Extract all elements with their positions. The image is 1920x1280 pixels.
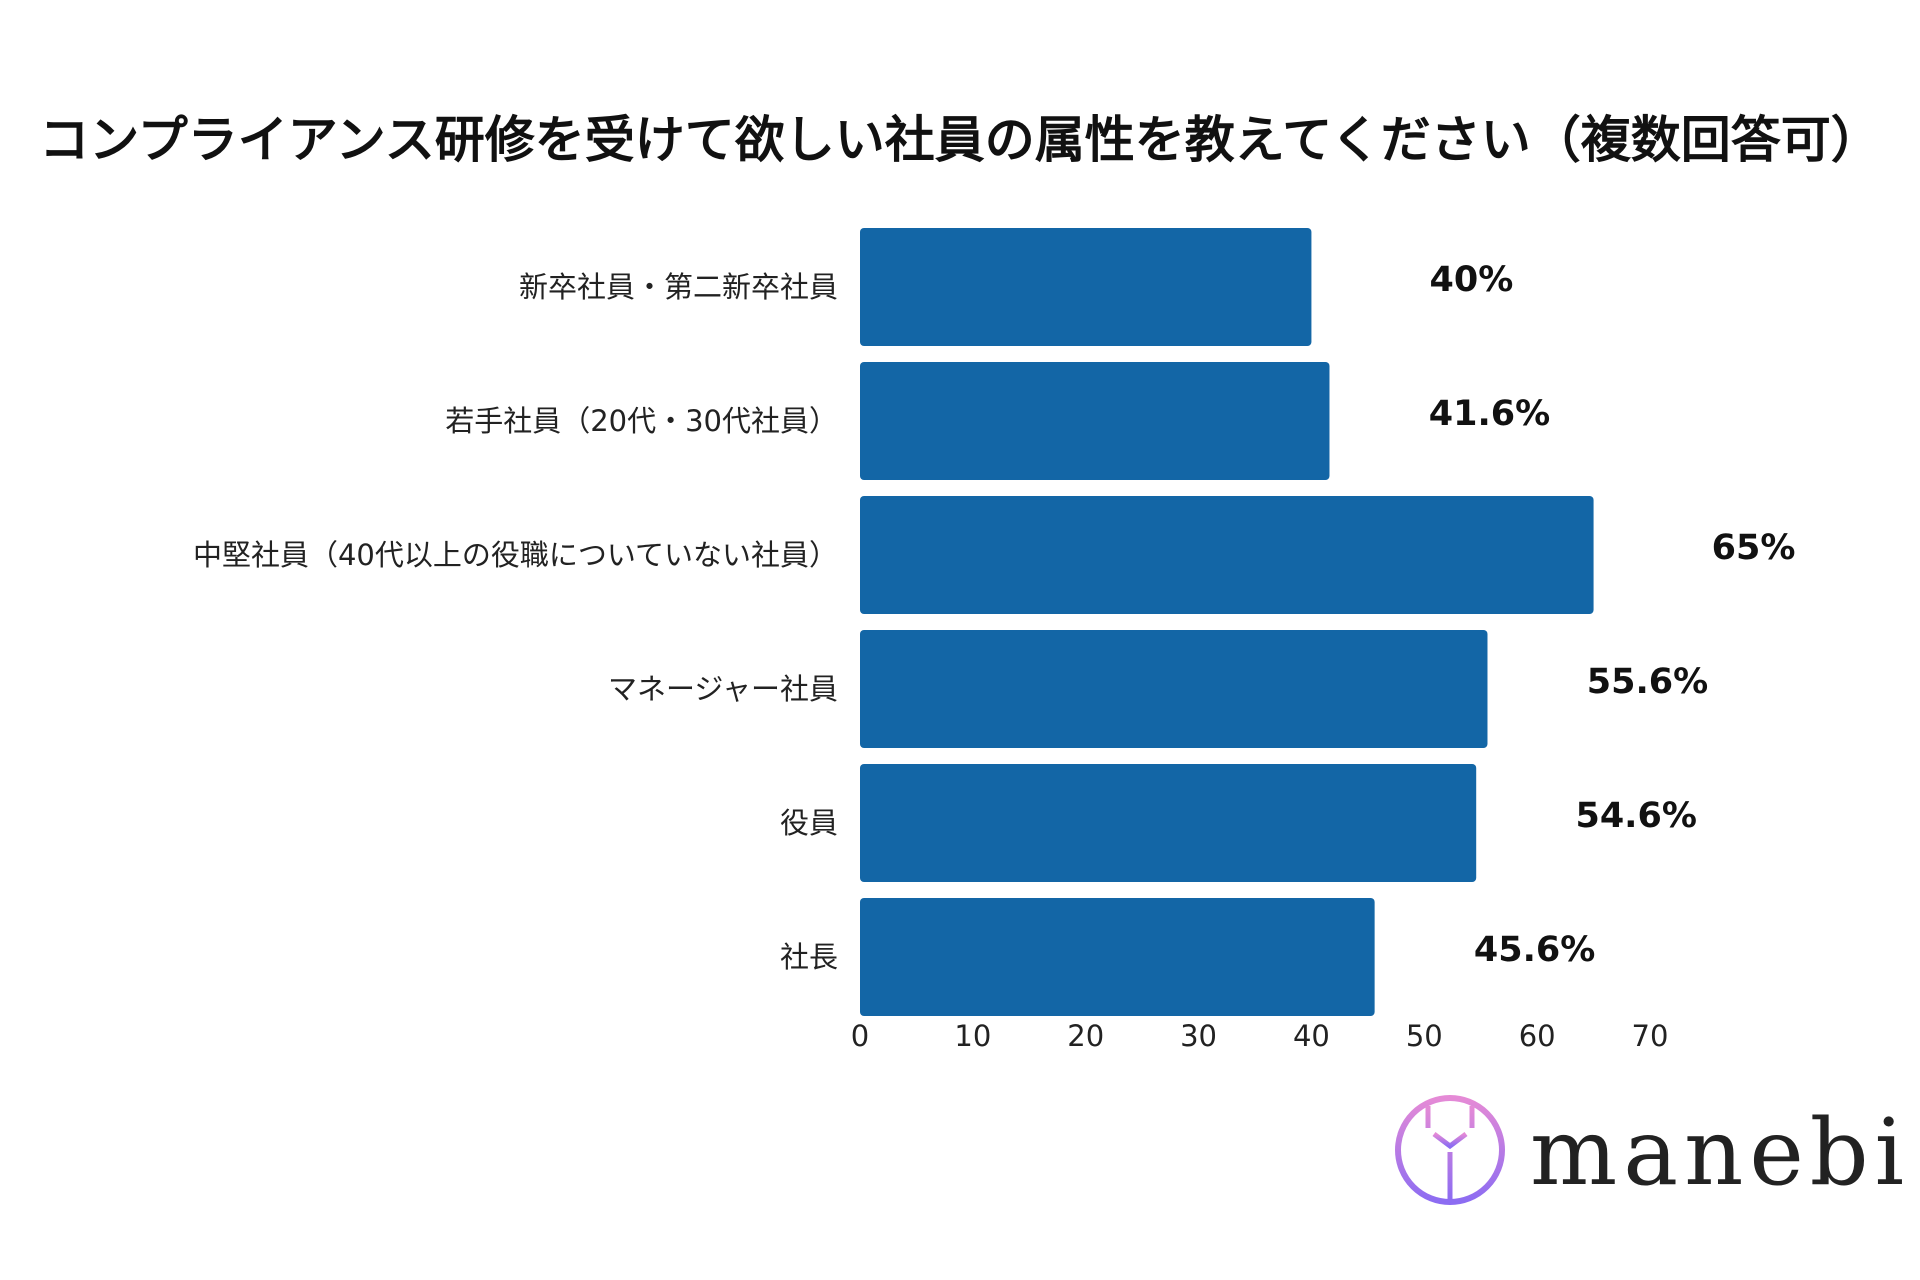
bar [860, 630, 1488, 748]
x-tick-label: 0 [851, 1019, 869, 1053]
manebi-logo-icon [1395, 1095, 1505, 1205]
x-tick-label: 50 [1406, 1019, 1443, 1053]
x-tick-label: 70 [1632, 1019, 1669, 1053]
category-label: 若手社員（20代・30代社員） [445, 404, 838, 438]
data-label: 45.6% [1474, 930, 1595, 970]
logo-text: manebi [1530, 1099, 1911, 1206]
x-tick-label: 10 [954, 1019, 991, 1053]
bar [860, 496, 1594, 614]
bar [860, 764, 1477, 882]
category-label: 役員 [780, 806, 838, 840]
x-tick-label: 20 [1067, 1019, 1104, 1053]
data-label: 54.6% [1575, 796, 1696, 836]
data-label: 65% [1712, 528, 1796, 568]
data-label: 55.6% [1587, 662, 1708, 702]
bar [860, 362, 1330, 480]
x-tick-label: 60 [1519, 1019, 1556, 1053]
manebi-logo: manebi [1390, 1090, 1904, 1220]
category-label: 新卒社員・第二新卒社員 [519, 270, 838, 304]
category-label: マネージャー社員 [608, 672, 838, 706]
category-label: 社長 [780, 940, 838, 974]
data-label: 41.6% [1429, 394, 1550, 434]
x-tick-label: 40 [1293, 1019, 1330, 1053]
bar [860, 228, 1312, 346]
bar [860, 898, 1375, 1016]
category-label: 中堅社員（40代以上の役職についていない社員） [193, 538, 838, 572]
chart-title: コンプライアンス研修を受けて欲しい社員の属性を教えてください（複数回答可） [39, 111, 1881, 169]
data-label: 40% [1430, 260, 1514, 300]
x-tick-label: 30 [1180, 1019, 1217, 1053]
